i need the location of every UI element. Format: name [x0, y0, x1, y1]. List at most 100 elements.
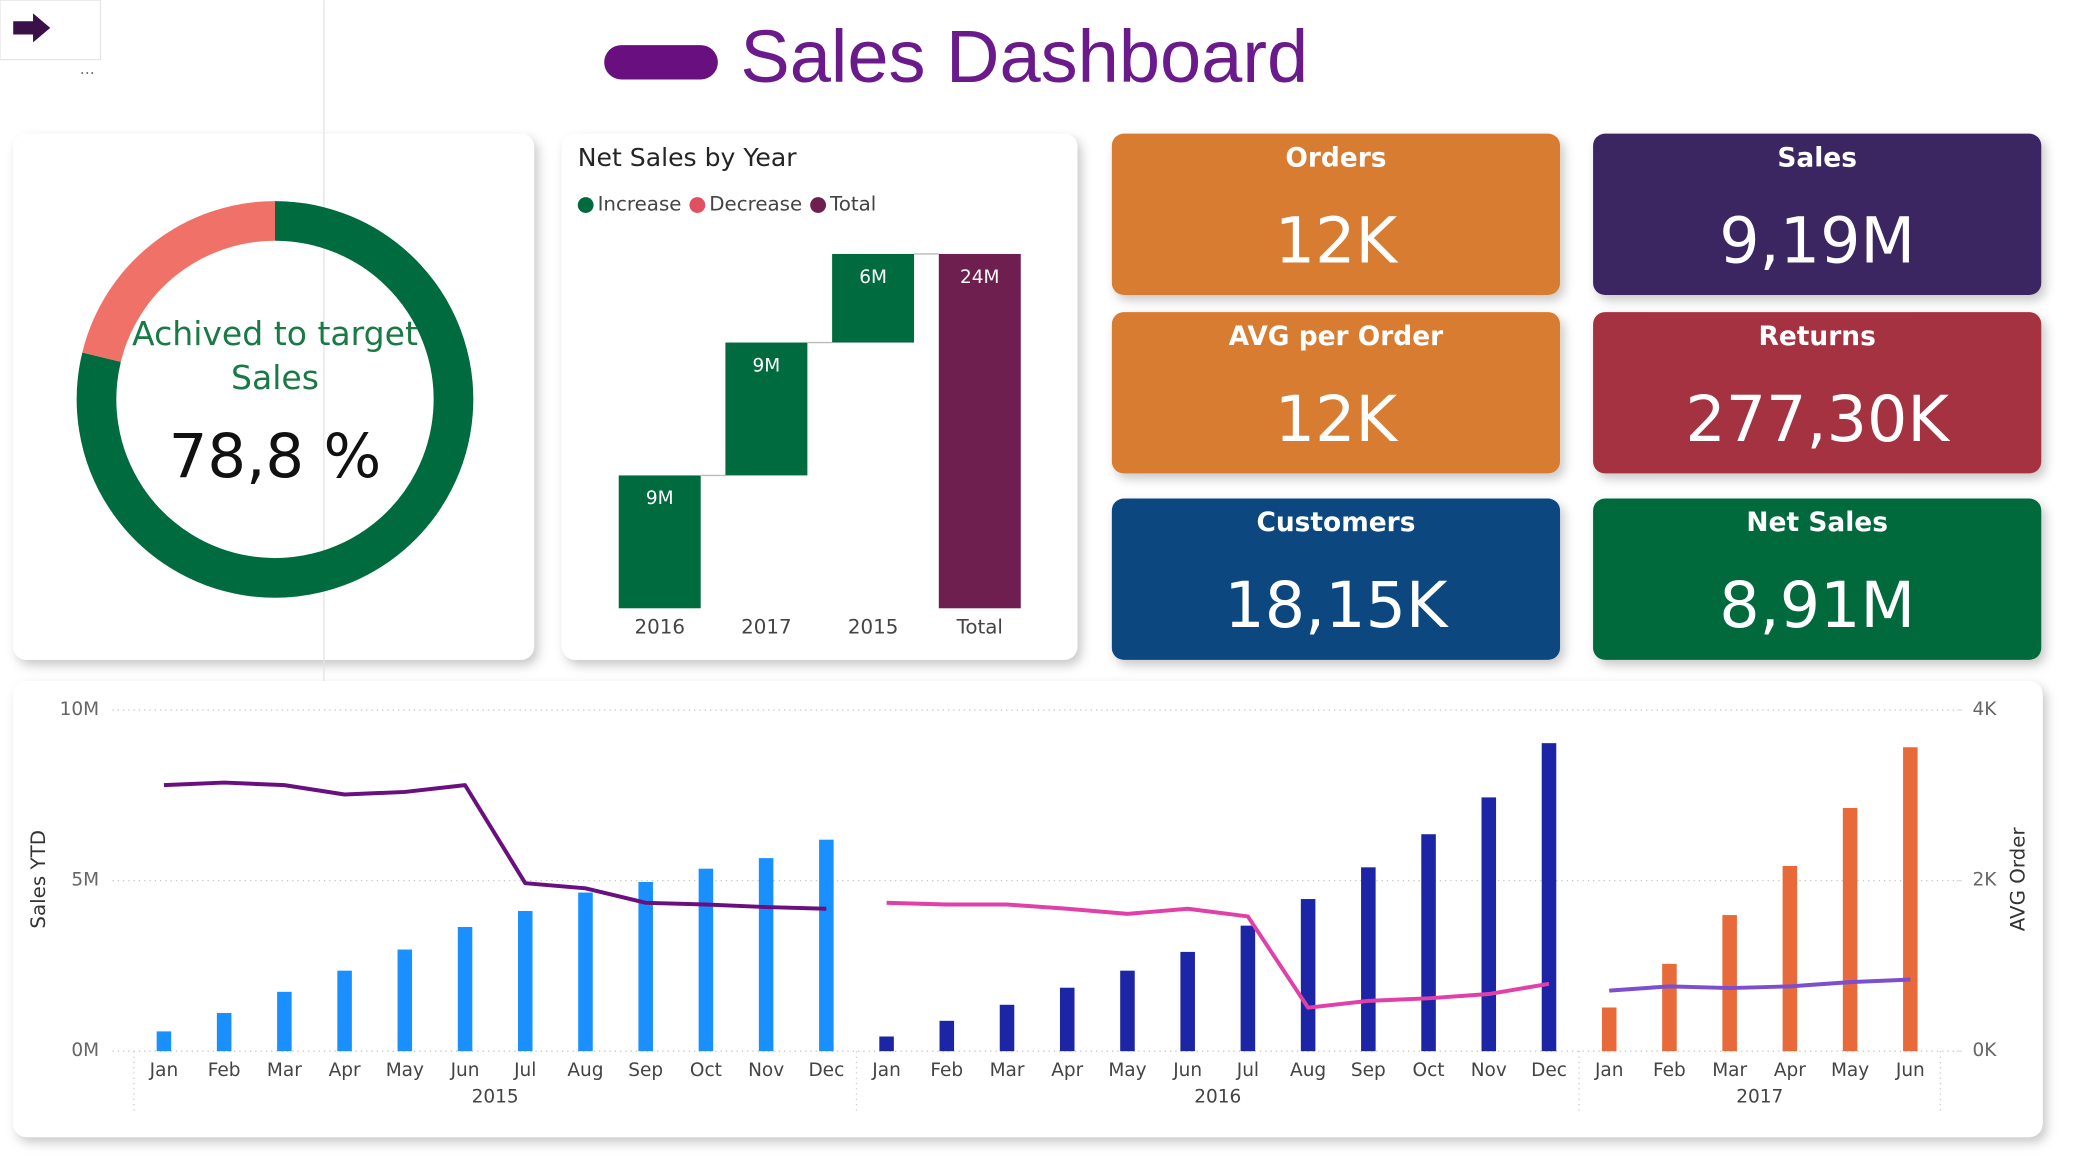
- x-tick-label: Total: [956, 616, 1003, 639]
- x-tick-label: Feb: [930, 1060, 963, 1081]
- value-label: 6M: [859, 267, 887, 288]
- line: [1609, 977, 1911, 993]
- x-tick-label: 2017: [741, 616, 791, 639]
- bar: [999, 1004, 1015, 1052]
- donut-segment: [82, 201, 276, 363]
- bar: [1421, 834, 1436, 1052]
- bar: [1903, 747, 1918, 1052]
- legend-marker: [810, 197, 827, 213]
- kpi-value: 8,91M: [1719, 568, 1915, 642]
- kpi-label: Returns: [1759, 321, 1876, 352]
- x-tick-label: Jun: [1172, 1060, 1202, 1081]
- kpi-card: [1111, 312, 1561, 474]
- kpi-label: Net Sales: [1746, 507, 1888, 538]
- dashboard-title: Sales Dashboard: [740, 15, 1308, 98]
- bar: [1240, 925, 1256, 1052]
- bar: [1662, 963, 1677, 1052]
- x-tick-label: Oct: [1413, 1060, 1445, 1081]
- y-tick-label: 10M: [60, 699, 100, 720]
- bar: [1782, 865, 1798, 1052]
- waterfall-bar: [618, 475, 701, 609]
- donut-title-box: Achived to target Sales: [132, 314, 418, 397]
- x-tick-label: Nov: [748, 1060, 784, 1081]
- x-tick-label: Jan: [1594, 1060, 1624, 1081]
- bar: [517, 910, 533, 1052]
- bar: [578, 892, 593, 1052]
- more-options[interactable]: ···: [80, 64, 95, 83]
- value-label: 9M: [753, 355, 781, 376]
- kpi-label: Sales: [1777, 142, 1857, 173]
- bar: [1361, 867, 1376, 1052]
- kpi-card: [1111, 133, 1561, 295]
- bar: [1541, 743, 1557, 1052]
- kpi-label: Orders: [1285, 142, 1386, 173]
- x-tick-label: Oct: [690, 1060, 722, 1081]
- bar: [758, 858, 774, 1052]
- y-tick-label: 5M: [71, 870, 99, 891]
- waterfall-bar: [938, 253, 1021, 609]
- kpi-value: 9,19M: [1719, 203, 1915, 277]
- x-tick-label: Aug: [567, 1060, 603, 1081]
- combo-chart: 0M 5M 10M 0K 2K 4K Sales YTD AVG Order Jan Feb Mar…: [27, 699, 2029, 1114]
- kpi-value: 12K: [1275, 203, 1399, 277]
- arrow-icon: [13, 13, 51, 43]
- x-tick-label: Apr: [1774, 1060, 1806, 1081]
- bar: [397, 949, 413, 1052]
- group-label: 2015: [472, 1086, 519, 1107]
- title-pill: [604, 45, 718, 80]
- line: [163, 780, 827, 911]
- legend-marker: [577, 197, 594, 213]
- y-axis-title: Sales YTD: [27, 830, 50, 929]
- bar: [1601, 1007, 1617, 1052]
- x-tick-label: Dec: [1531, 1060, 1567, 1081]
- y2-tick-label: 2K: [1973, 870, 1998, 891]
- kpi-card: [1593, 312, 2042, 474]
- value-label: 9M: [646, 488, 674, 509]
- bar: [1120, 970, 1135, 1052]
- bar: [1481, 797, 1497, 1052]
- bar: [1300, 899, 1316, 1052]
- kpi-value: 12K: [1275, 382, 1399, 456]
- donut-value: 78,8 %: [169, 422, 381, 492]
- x-tick-label: Apr: [1051, 1060, 1083, 1081]
- bar: [216, 1012, 232, 1052]
- x-tick-label: Jul: [1236, 1060, 1259, 1081]
- x-tick-label: Mar: [267, 1060, 302, 1081]
- x-tick-label: Jan: [149, 1060, 179, 1081]
- legend-marker: [689, 197, 706, 213]
- legend-label: Increase: [598, 193, 682, 216]
- legend-label: Total: [829, 193, 876, 216]
- line: [886, 900, 1550, 1010]
- x-tick-label: 2015: [848, 616, 898, 639]
- bar: [819, 839, 834, 1052]
- donut-title: Achived to target Sales: [132, 314, 418, 397]
- bar: [1842, 807, 1858, 1052]
- kpi-card: [1111, 498, 1561, 660]
- x-tick-label: Aug: [1290, 1060, 1326, 1081]
- x-tick-label: Jun: [450, 1060, 480, 1081]
- group-label: 2016: [1194, 1086, 1241, 1107]
- x-tick-label: 2016: [634, 616, 684, 639]
- y-tick-label: 0M: [71, 1040, 99, 1061]
- bar: [939, 1020, 955, 1052]
- bar: [277, 991, 292, 1052]
- donut-segment: [76, 201, 474, 598]
- x-tick-label: Mar: [1712, 1060, 1747, 1081]
- kpi-value: 18,15K: [1224, 568, 1449, 642]
- waterfall-title: Net Sales by Year: [578, 143, 797, 172]
- kpi-label: Customers: [1256, 507, 1415, 538]
- bar: [156, 1031, 172, 1052]
- bar: [1722, 915, 1737, 1052]
- x-tick-label: Sep: [1351, 1060, 1386, 1081]
- y2-axis-title: AVG Order: [2006, 827, 2029, 932]
- x-tick-label: Apr: [329, 1060, 361, 1081]
- x-tick-label: Feb: [1653, 1060, 1686, 1081]
- group-label: 2017: [1736, 1086, 1783, 1107]
- x-tick-label: Mar: [990, 1060, 1025, 1081]
- value-label: 24M: [960, 267, 1000, 288]
- bar: [1059, 987, 1075, 1052]
- x-tick-label: Dec: [808, 1060, 844, 1081]
- y2-tick-label: 4K: [1973, 699, 1998, 720]
